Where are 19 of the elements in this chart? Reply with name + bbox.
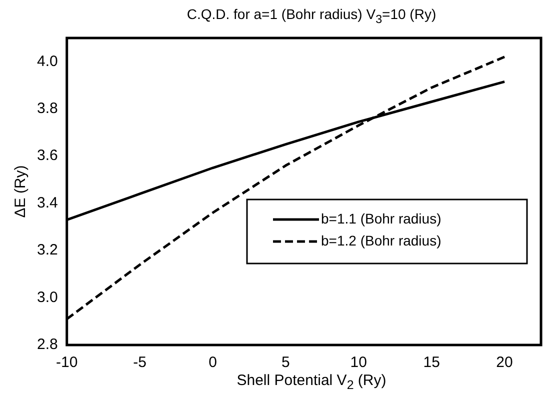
y-tick-label: 2.8 [36,336,58,354]
x-tick-label: -10 [56,354,78,372]
chart-title: C.Q.D. for a=1 (Bohr radius) V$_{3}$=10 (Ry) [186,6,438,26]
y-tick-label: 3.2 [36,242,58,259]
x-tick-label: 15 [423,354,440,372]
x-tick-label: 5 [282,354,290,372]
x-tick-label: 0 [208,354,217,372]
y-axis-title: ΔE (Ry) [12,165,30,218]
x-tick-label: -5 [133,354,146,372]
y-tick-label: 3.0 [36,288,58,306]
x-tick-label: 10 [350,354,367,372]
y-tick-label: 3.6 [36,147,58,164]
y-tick-label: 4.0 [36,52,58,70]
y-tick-label: 3.8 [36,100,58,117]
y-tick-label: 3.4 [36,194,58,212]
legend-label: b=1.1 (Bohr radius) [321,210,442,226]
x-tick-label: 20 [496,354,513,372]
legend-label: b=1.2 (Bohr radius) [321,232,442,248]
x-axis-title: Shell Potential V$_{2}$ (Ry) [236,372,388,392]
